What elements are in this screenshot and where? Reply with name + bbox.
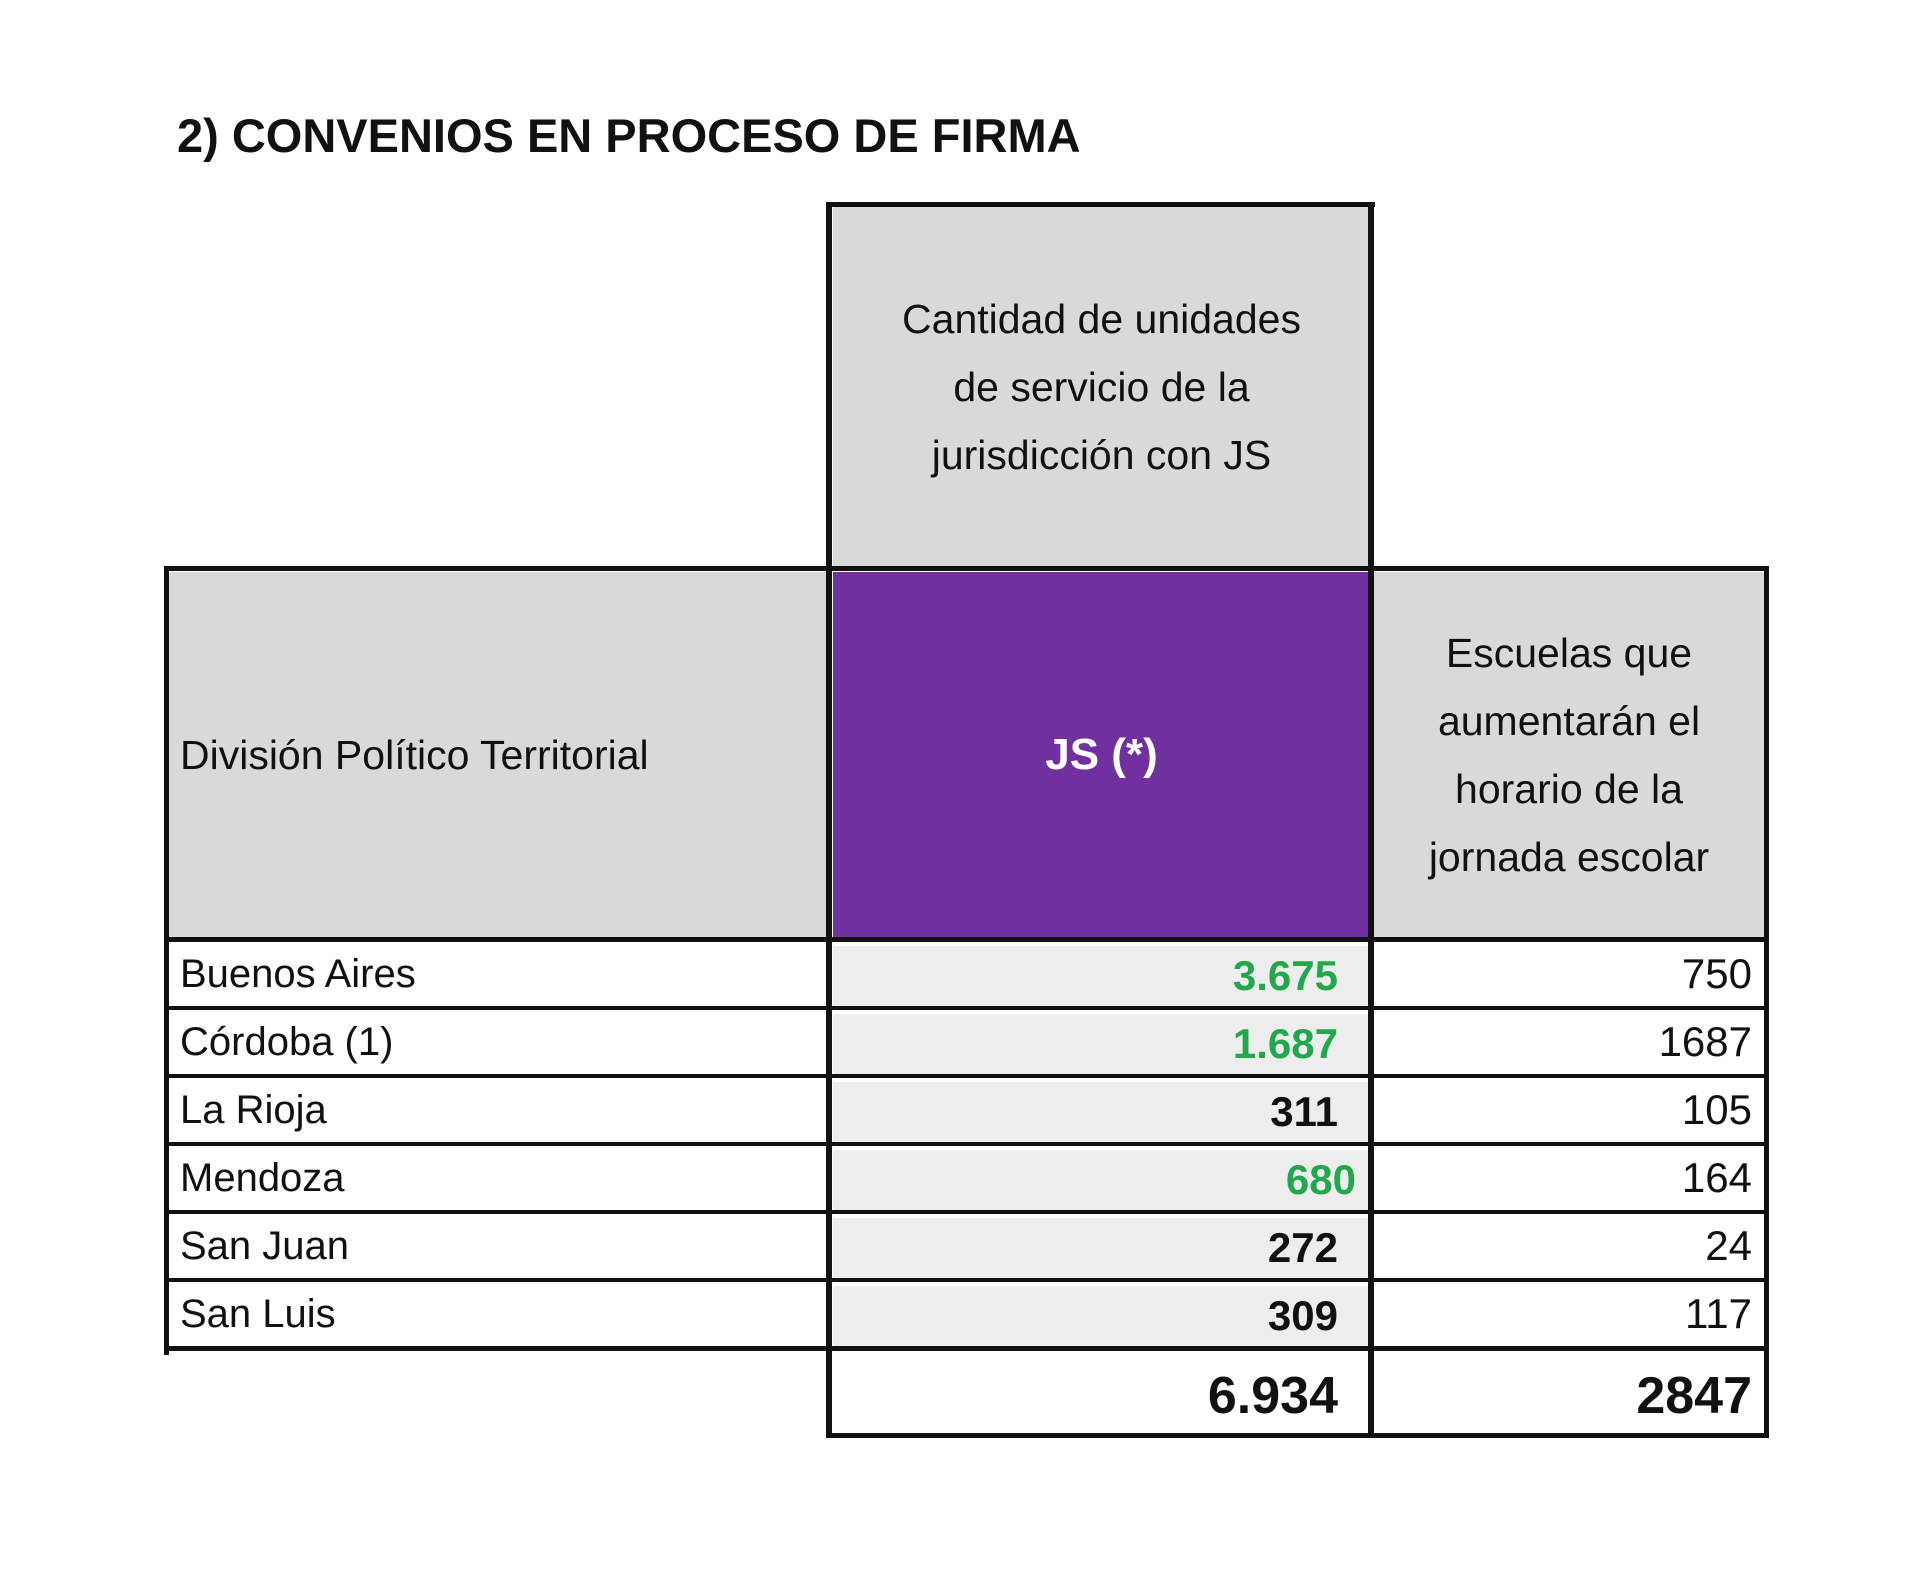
super-header-cell: Cantidad de unidades de servicio de la j… [833, 206, 1370, 568]
js-value-cell: 3.675 [833, 946, 1370, 1006]
js-value-cell: 309 [833, 1286, 1370, 1346]
js-value-cell: 272 [833, 1218, 1370, 1278]
super-header-line: de servicio de la [953, 364, 1250, 410]
header-schools-line: jornada escolar [1428, 834, 1710, 880]
grid-line [164, 1006, 1768, 1010]
schools-value-cell: 24 [1374, 1214, 1764, 1278]
division-cell: Mendoza [180, 1155, 345, 1200]
header-division: División Político Territorial [168, 572, 829, 938]
schools-value-cell: 750 [1374, 942, 1764, 1006]
division-cell: La Rioja [180, 1087, 327, 1132]
grid-line [164, 1074, 1768, 1078]
header-js-label: JS (*) [1045, 730, 1158, 779]
grid-line [826, 202, 1375, 207]
table-row: San Juan [168, 1214, 829, 1278]
header-schools-line: Escuelas que [1445, 630, 1693, 676]
table-row: San Luis [168, 1282, 829, 1346]
grid-line [164, 566, 169, 1355]
division-cell: Buenos Aires [180, 951, 416, 996]
super-header-text: Cantidad de unidades de servicio de la j… [833, 285, 1370, 489]
division-cell: San Juan [180, 1223, 350, 1268]
table-row: La Rioja [168, 1078, 829, 1142]
total-js: 6.934 [833, 1355, 1370, 1437]
schools-value-cell: 1687 [1374, 1010, 1764, 1074]
grid-line [1368, 202, 1374, 1438]
js-value-cell: 1.687 [833, 1014, 1370, 1074]
grid-line [164, 1142, 1768, 1146]
grid-line [164, 1346, 1768, 1351]
grid-line [826, 1433, 1769, 1438]
table-row: Buenos Aires [168, 942, 829, 1006]
grid-line [826, 202, 832, 1438]
header-js: JS (*) [833, 572, 1370, 938]
grid-line [164, 1278, 1768, 1282]
js-value-cell: 680 [833, 1150, 1370, 1210]
table-row: Mendoza [168, 1146, 829, 1210]
table-row: Córdoba (1) [168, 1010, 829, 1074]
page-title: 2) CONVENIOS EN PROCESO DE FIRMA [177, 109, 1081, 162]
schools-value-cell: 117 [1374, 1282, 1764, 1346]
grid-line [1764, 566, 1769, 1438]
header-schools: Escuelas que aumentarán el horario de la… [1374, 572, 1764, 938]
grid-line [164, 1210, 1768, 1214]
grid-line [164, 937, 1768, 942]
super-header-line: jurisdicción con JS [931, 432, 1272, 478]
header-schools-line: aumentarán el [1437, 698, 1701, 744]
header-schools-line: horario de la [1455, 766, 1683, 812]
header-schools-text: Escuelas que aumentarán el horario de la… [1374, 619, 1764, 891]
schools-value-cell: 105 [1374, 1078, 1764, 1142]
division-cell: San Luis [180, 1291, 336, 1336]
division-cell: Córdoba (1) [180, 1019, 394, 1064]
super-header-line: Cantidad de unidades [902, 296, 1301, 342]
header-division-label: División Político Territorial [180, 731, 649, 778]
js-value-cell: 311 [833, 1082, 1370, 1142]
schools-value-cell: 164 [1374, 1146, 1764, 1210]
grid-line [164, 566, 1768, 571]
total-schools: 2847 [1374, 1355, 1764, 1437]
